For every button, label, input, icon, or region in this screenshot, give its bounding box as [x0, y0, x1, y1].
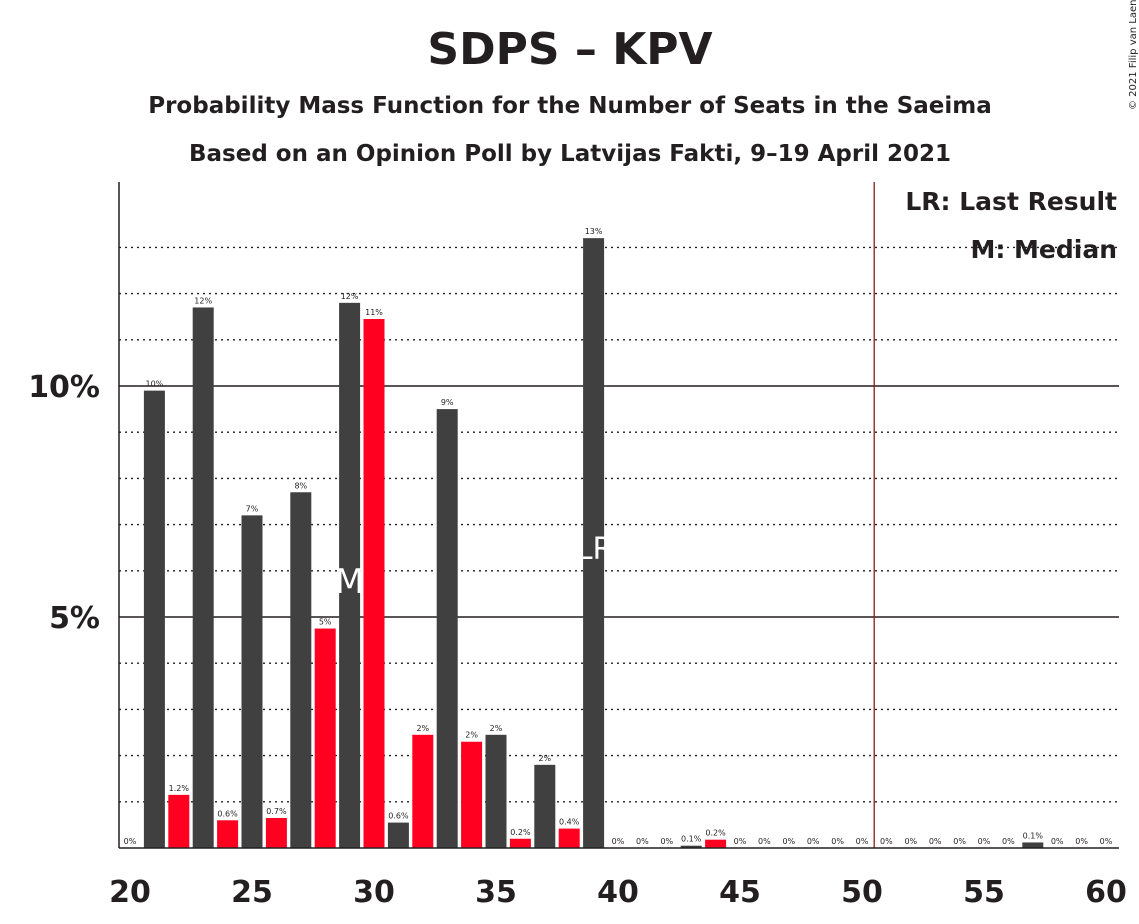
bar-value-label: 0%: [978, 837, 991, 846]
chart-source-line: Based on an Opinion Poll by Latvijas Fak…: [189, 141, 951, 167]
bar-value-label: 0%: [636, 837, 649, 846]
bar: [387, 822, 409, 848]
bar-value-label: 0%: [1075, 837, 1088, 846]
bar-value-label: 0.2%: [705, 829, 726, 838]
bar-value-label: 0%: [1100, 837, 1113, 846]
markers: M LR: [335, 532, 613, 602]
x-tick-label: 55: [963, 875, 1005, 910]
bar-value-label: 0%: [953, 837, 966, 846]
gridlines: [119, 182, 1119, 848]
bar-value-label: 0%: [880, 837, 893, 846]
bar: [265, 817, 287, 848]
bar-value-label: 0%: [1002, 837, 1015, 846]
bar: [363, 319, 385, 848]
bar: [436, 409, 458, 848]
bar: [241, 515, 263, 848]
bar-value-label: 0.6%: [217, 809, 238, 818]
bar: [680, 845, 702, 848]
bar: [143, 390, 165, 848]
bar-value-label: 11%: [365, 308, 383, 317]
last-result-marker: LR: [576, 532, 614, 567]
bar-value-label: 0%: [831, 837, 844, 846]
x-tick-label: 45: [719, 875, 761, 910]
bar-value-label: 12%: [341, 292, 359, 301]
bar-value-label: 10%: [146, 380, 164, 389]
bar: [168, 794, 190, 848]
bar-value-label: 5%: [319, 618, 332, 627]
bar-value-label: 0.6%: [388, 812, 409, 821]
chart-title: SDPS – KPV: [427, 24, 712, 75]
bar: [485, 734, 507, 848]
x-tick-label: 35: [475, 875, 517, 910]
bar: [534, 764, 556, 848]
legend-last-result: LR: Last Result: [905, 187, 1117, 216]
bar-value-label: 9%: [441, 398, 454, 407]
bar-value-label: 8%: [294, 481, 307, 490]
bar: [412, 734, 434, 848]
bar-value-label: 7%: [246, 504, 259, 513]
bar-value-label: 0.1%: [681, 835, 702, 844]
bar-value-label: 0%: [807, 837, 820, 846]
bar: [314, 628, 336, 848]
x-axis-ticks: 20 25 30 35 40 45 50 55 60: [109, 875, 1127, 910]
bar-value-label: 0%: [734, 837, 747, 846]
y-tick-label: 5%: [49, 601, 100, 636]
x-tick-label: 25: [231, 875, 273, 910]
bar: [583, 238, 605, 848]
bar-value-label: 12%: [194, 296, 212, 305]
median-marker: M: [335, 562, 364, 602]
bar-value-label: 0.4%: [559, 818, 580, 827]
x-tick-label: 60: [1085, 875, 1127, 910]
x-tick-label: 40: [597, 875, 639, 910]
copyright-notice: © 2021 Filip van Laenen: [1128, 0, 1139, 110]
bar-value-label: 13%: [585, 227, 603, 236]
bar: [217, 820, 239, 848]
x-tick-label: 50: [841, 875, 883, 910]
bar-value-label: 0%: [904, 837, 917, 846]
bar-value-label: 0.2%: [510, 828, 531, 837]
x-tick-label: 20: [109, 875, 151, 910]
y-axis-ticks: 5% 10%: [28, 370, 100, 636]
bar: [192, 307, 214, 849]
bar-value-label: 2%: [538, 754, 551, 763]
bar: [705, 839, 727, 848]
bar-value-label: 0%: [929, 837, 942, 846]
bar: [461, 741, 483, 848]
bar-value-label: 0%: [612, 837, 625, 846]
bar-value-label: 0.7%: [266, 807, 287, 816]
bar-value-label: 1.2%: [169, 784, 190, 793]
bar: [509, 838, 531, 848]
bar: [558, 828, 580, 848]
bar: [290, 492, 312, 848]
bar-value-label: 0%: [856, 837, 869, 846]
bar-value-label: 0%: [660, 837, 673, 846]
bar-value-label: 0%: [1051, 837, 1064, 846]
chart-subtitle: Probability Mass Function for the Number…: [148, 93, 992, 119]
bar-labels: 0% 10% 12% 7% 8% 12% 0.6% 9% 2% 2% 13% 0% 0.1% 0% 0% 0%…: [124, 227, 1113, 846]
x-tick-label: 30: [353, 875, 395, 910]
bar-value-label: 0.1%: [1023, 831, 1044, 840]
bar-value-label: 0%: [782, 837, 795, 846]
bar-value-label: 2%: [490, 724, 503, 733]
bar: [1022, 842, 1044, 848]
bar: [339, 302, 361, 849]
bar-value-label: 2%: [416, 724, 429, 733]
bar-value-label: 0%: [758, 837, 771, 846]
bar-value-label: 0%: [124, 837, 137, 846]
y-tick-label: 10%: [28, 370, 100, 405]
bars: [143, 238, 1044, 849]
legend-median: M: Median: [970, 235, 1117, 264]
bar-value-label: 2%: [465, 731, 478, 740]
